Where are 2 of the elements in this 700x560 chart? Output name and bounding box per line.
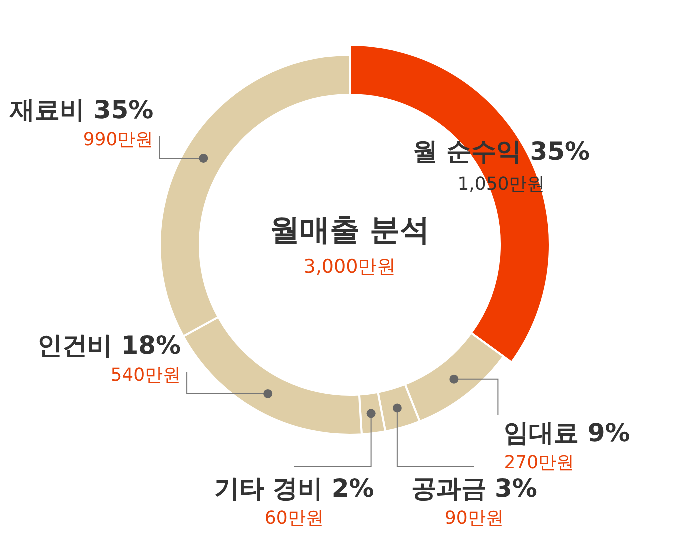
title: 월매출 분석 [270,213,430,248]
subtitle: 3,000만원 [304,256,396,278]
